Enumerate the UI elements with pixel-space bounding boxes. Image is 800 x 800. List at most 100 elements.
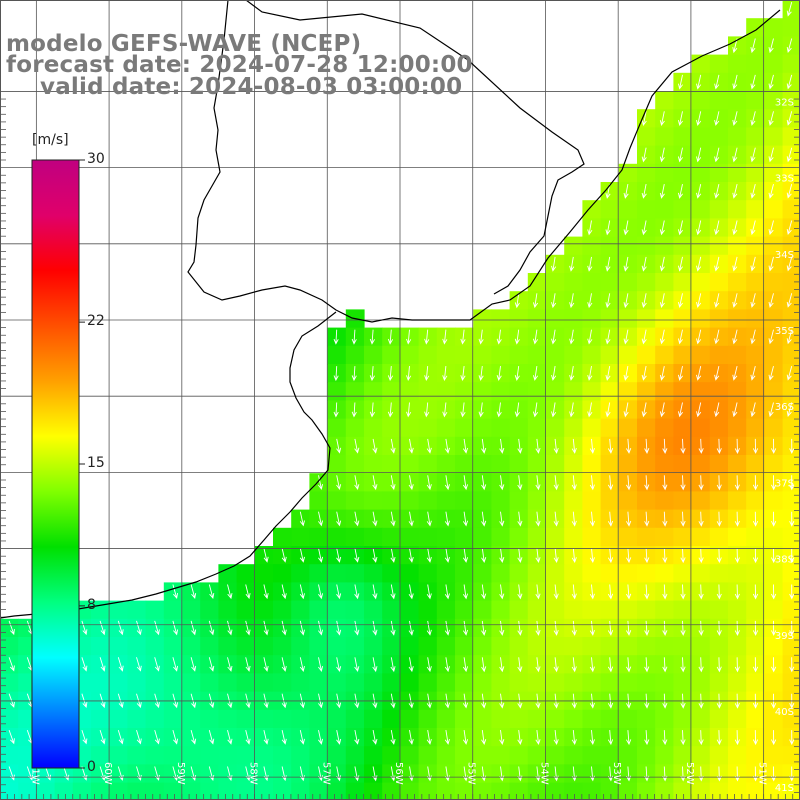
wind-cell	[582, 673, 601, 692]
wind-cell	[328, 783, 347, 800]
wind-cell	[710, 601, 729, 620]
wind-cell	[692, 783, 711, 800]
wind-cell	[309, 637, 328, 656]
wind-cell	[546, 419, 565, 438]
wind-cell	[109, 637, 128, 656]
wind-cell	[710, 364, 729, 383]
wind-cell	[546, 273, 565, 292]
wind-cell	[637, 528, 656, 547]
lat-label: 38S	[775, 555, 794, 566]
wind-cell	[601, 237, 620, 256]
wind-cell	[400, 455, 419, 474]
wind-cell	[546, 673, 565, 692]
lon-label: 56W	[393, 762, 404, 785]
wind-cell	[746, 91, 765, 110]
wind-cell	[528, 491, 547, 510]
wind-cell	[346, 710, 365, 729]
wind-cell	[710, 73, 729, 92]
lat-label: 33S	[775, 174, 794, 185]
wind-cell	[473, 309, 492, 328]
wind-cell	[419, 419, 438, 438]
wind-cell	[728, 382, 747, 401]
wind-cell	[419, 382, 438, 401]
wind-cell	[528, 382, 547, 401]
wind-cell	[91, 710, 110, 729]
wind-cell	[728, 237, 747, 256]
wind-cell	[364, 746, 383, 765]
wind-cell	[564, 419, 583, 438]
wind-cell	[0, 783, 19, 800]
wind-cell	[564, 528, 583, 547]
wind-cell	[564, 637, 583, 656]
wind-cell	[673, 91, 692, 110]
wind-cell	[346, 382, 365, 401]
wind-cell	[382, 564, 401, 583]
wind-cell	[637, 273, 656, 292]
colorbar-tick-label: 30	[87, 151, 105, 167]
wind-cell	[455, 710, 474, 729]
wind-cell	[710, 673, 729, 692]
wind-cell	[637, 346, 656, 365]
wind-cell	[400, 382, 419, 401]
title-valid-date: valid date: 2024-08-03 03:00:00	[40, 75, 462, 100]
wind-cell	[346, 455, 365, 474]
wind-cell	[710, 255, 729, 274]
wind-cell	[710, 328, 729, 347]
wind-cell	[237, 601, 256, 620]
wind-cell	[728, 400, 747, 419]
wind-cell	[582, 783, 601, 800]
wind-cell	[746, 291, 765, 310]
wind-cell	[692, 91, 711, 110]
wind-cell	[510, 564, 529, 583]
wind-cell	[728, 346, 747, 365]
wind-cell	[692, 309, 711, 328]
wind-cell	[200, 601, 219, 620]
wind-cell	[673, 455, 692, 474]
wind-cell	[582, 528, 601, 547]
lat-label: 32S	[775, 97, 794, 108]
wind-cell	[637, 164, 656, 183]
wind-cell	[783, 673, 800, 692]
wind-cell	[328, 710, 347, 729]
wind-cell	[564, 273, 583, 292]
wind-cell	[764, 273, 783, 292]
wind-cell	[491, 564, 510, 583]
wind-cell	[728, 309, 747, 328]
wind-cell	[710, 710, 729, 729]
wind-cell	[673, 673, 692, 692]
wind-cell	[619, 455, 638, 474]
wind-cell	[328, 346, 347, 365]
wind-cell	[364, 455, 383, 474]
wind-cell	[255, 637, 274, 656]
wind-cell	[673, 273, 692, 292]
wind-cell	[182, 710, 201, 729]
wind-cell	[728, 255, 747, 274]
wind-cell	[419, 673, 438, 692]
wind-cell	[673, 309, 692, 328]
wind-cell	[637, 601, 656, 620]
wind-cell	[55, 783, 74, 800]
wind-cell	[364, 346, 383, 365]
wind-cell	[692, 55, 711, 74]
wind-cell	[182, 637, 201, 656]
wind-cell	[528, 601, 547, 620]
wind-cell	[619, 710, 638, 729]
wind-cell	[127, 710, 146, 729]
wind-cell	[346, 601, 365, 620]
wind-cell	[437, 528, 456, 547]
wind-cell	[673, 491, 692, 510]
wind-cell	[601, 455, 620, 474]
wind-cell	[491, 673, 510, 692]
wind-cell	[255, 783, 274, 800]
wind-cell	[528, 528, 547, 547]
wind-cell	[437, 783, 456, 800]
wind-cell	[728, 164, 747, 183]
lat-label: 41S	[775, 783, 794, 794]
wind-cell	[400, 601, 419, 620]
wind-cell	[728, 91, 747, 110]
wind-cell	[582, 419, 601, 438]
wind-cell	[601, 491, 620, 510]
colorbar-tick-label: 0	[87, 759, 96, 775]
wind-cell	[764, 291, 783, 310]
